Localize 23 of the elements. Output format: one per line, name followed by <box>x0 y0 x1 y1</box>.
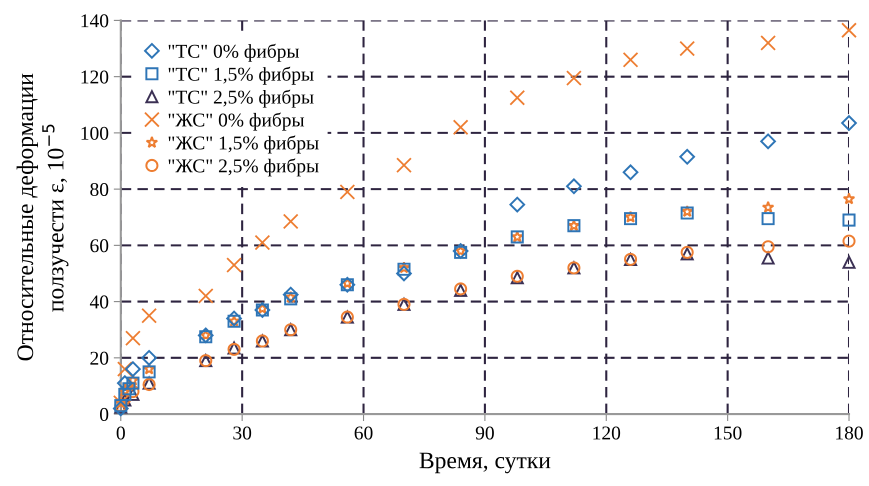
x-tick-label: 150 <box>714 426 742 440</box>
legend-label: "ТС" 1,5% фибры <box>168 66 314 85</box>
x-tick-label: 60 <box>354 426 373 440</box>
y-tick-label: 0 <box>100 408 108 422</box>
y-tick-label: 60 <box>90 239 108 252</box>
x-tick-label: 90 <box>476 426 494 440</box>
y-axis-title: Относительные деформации ползучести ε, 10$^{−5}$ <box>16 74 68 360</box>
x-tick-label: 180 <box>836 426 863 440</box>
x-tick-label: 0 <box>116 426 125 440</box>
legend-label: "ЖС" 0% фибры <box>168 112 304 131</box>
y-tick-label: 20 <box>90 352 108 365</box>
y-tick-label: 40 <box>90 295 108 309</box>
y-tick-label: 120 <box>82 70 108 84</box>
legend-label: "ЖС" 1,5% фибры <box>168 135 319 154</box>
legend-label: "ТС" 2,5% фибры <box>168 90 314 108</box>
legend-label: "ЖС" 2,5% фибры <box>168 158 319 176</box>
legend-label: "ТС" 0% фибры <box>168 44 300 62</box>
y-tick-label: 100 <box>82 126 108 140</box>
x-tick-label: 30 <box>233 426 252 440</box>
y-tick-label: 80 <box>90 182 108 196</box>
x-axis-title: Время, сутки <box>420 452 550 474</box>
x-tick-label: 120 <box>593 426 620 440</box>
y-tick-label: 140 <box>82 14 108 28</box>
